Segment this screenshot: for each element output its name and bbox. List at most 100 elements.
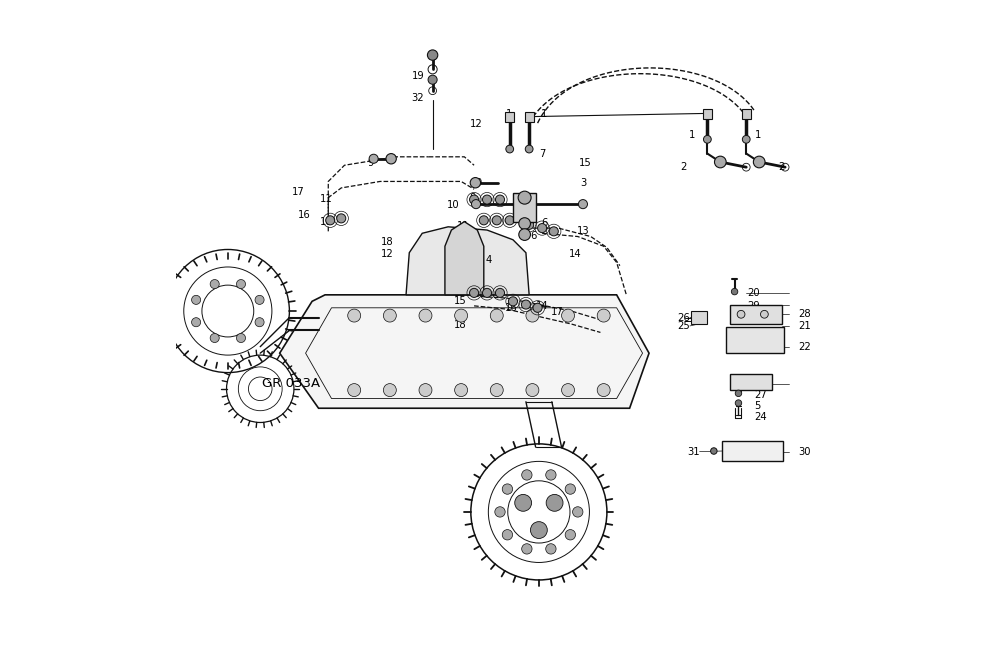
Circle shape bbox=[525, 220, 534, 229]
Circle shape bbox=[597, 309, 610, 322]
Circle shape bbox=[419, 309, 432, 322]
Circle shape bbox=[470, 178, 481, 188]
Circle shape bbox=[522, 544, 532, 554]
Circle shape bbox=[369, 154, 378, 163]
Text: 13: 13 bbox=[454, 288, 467, 298]
Circle shape bbox=[711, 448, 717, 454]
Text: 1: 1 bbox=[541, 109, 547, 119]
Circle shape bbox=[519, 229, 530, 240]
Circle shape bbox=[455, 309, 468, 322]
Circle shape bbox=[383, 384, 396, 397]
Circle shape bbox=[565, 529, 576, 540]
Circle shape bbox=[518, 191, 531, 204]
Text: 32: 32 bbox=[412, 93, 424, 104]
Text: 16: 16 bbox=[505, 303, 518, 313]
Text: 14: 14 bbox=[569, 249, 582, 259]
Circle shape bbox=[490, 309, 503, 322]
Text: 9: 9 bbox=[475, 178, 482, 188]
Text: 8: 8 bbox=[470, 192, 476, 203]
Text: 9: 9 bbox=[368, 158, 374, 168]
Circle shape bbox=[236, 279, 246, 288]
Circle shape bbox=[737, 310, 745, 318]
Circle shape bbox=[703, 135, 711, 143]
Text: 1: 1 bbox=[755, 130, 761, 140]
Text: 6: 6 bbox=[530, 231, 536, 241]
Circle shape bbox=[386, 154, 396, 164]
Circle shape bbox=[483, 288, 492, 297]
Bar bbox=[726, 327, 784, 353]
Text: 21: 21 bbox=[798, 321, 811, 331]
Text: 25: 25 bbox=[677, 321, 690, 331]
Circle shape bbox=[192, 318, 201, 327]
Circle shape bbox=[735, 390, 742, 397]
Circle shape bbox=[538, 224, 547, 233]
Text: 11: 11 bbox=[320, 194, 333, 204]
Text: 11: 11 bbox=[457, 221, 469, 231]
Circle shape bbox=[337, 214, 346, 223]
Circle shape bbox=[515, 494, 532, 511]
Circle shape bbox=[502, 484, 513, 494]
Circle shape bbox=[455, 384, 468, 397]
Circle shape bbox=[526, 384, 539, 397]
Text: 14: 14 bbox=[536, 301, 549, 311]
Bar bbox=[513, 193, 536, 222]
Text: 17: 17 bbox=[292, 187, 305, 198]
Bar bbox=[730, 305, 782, 324]
Circle shape bbox=[549, 227, 558, 236]
Circle shape bbox=[526, 309, 539, 322]
Circle shape bbox=[508, 297, 517, 306]
Text: 27: 27 bbox=[454, 252, 467, 262]
Circle shape bbox=[470, 288, 479, 297]
Circle shape bbox=[521, 300, 530, 309]
Text: 18: 18 bbox=[454, 320, 467, 330]
Text: 26: 26 bbox=[677, 312, 690, 323]
Text: 2: 2 bbox=[680, 161, 687, 172]
Text: 12: 12 bbox=[381, 249, 394, 259]
Text: 19: 19 bbox=[411, 71, 424, 82]
Text: 23: 23 bbox=[755, 378, 767, 389]
Circle shape bbox=[192, 295, 201, 305]
Circle shape bbox=[348, 384, 361, 397]
Text: 15: 15 bbox=[454, 296, 467, 307]
Circle shape bbox=[505, 216, 514, 225]
Text: 3: 3 bbox=[580, 178, 587, 188]
Circle shape bbox=[562, 384, 575, 397]
Circle shape bbox=[236, 334, 246, 343]
Polygon shape bbox=[406, 227, 529, 295]
Circle shape bbox=[210, 279, 219, 288]
Bar bbox=[722, 441, 783, 461]
Text: 31: 31 bbox=[687, 446, 700, 457]
Circle shape bbox=[495, 195, 505, 204]
Circle shape bbox=[483, 195, 492, 204]
Circle shape bbox=[502, 529, 513, 540]
Text: 13: 13 bbox=[576, 226, 589, 237]
Circle shape bbox=[546, 544, 556, 554]
Circle shape bbox=[525, 145, 533, 153]
Bar bbox=[742, 109, 751, 119]
Circle shape bbox=[419, 384, 432, 397]
Text: 15: 15 bbox=[578, 158, 591, 168]
Text: 7: 7 bbox=[540, 149, 546, 159]
Circle shape bbox=[326, 216, 335, 225]
Text: 1: 1 bbox=[506, 109, 512, 119]
Circle shape bbox=[255, 318, 264, 327]
Bar bbox=[505, 112, 514, 122]
Circle shape bbox=[742, 135, 750, 143]
Circle shape bbox=[506, 145, 514, 153]
Circle shape bbox=[383, 309, 396, 322]
Text: 22: 22 bbox=[798, 341, 811, 352]
Text: 5: 5 bbox=[755, 401, 761, 411]
Text: 12: 12 bbox=[470, 119, 482, 130]
Circle shape bbox=[428, 75, 437, 84]
Circle shape bbox=[597, 384, 610, 397]
Circle shape bbox=[735, 400, 742, 406]
Text: 4: 4 bbox=[486, 255, 492, 266]
Text: 16: 16 bbox=[298, 210, 311, 220]
Circle shape bbox=[495, 507, 505, 517]
Text: 1: 1 bbox=[689, 130, 696, 140]
Polygon shape bbox=[280, 295, 649, 408]
Circle shape bbox=[573, 507, 583, 517]
Circle shape bbox=[565, 484, 576, 494]
Text: 29: 29 bbox=[748, 301, 760, 311]
Polygon shape bbox=[445, 222, 484, 295]
